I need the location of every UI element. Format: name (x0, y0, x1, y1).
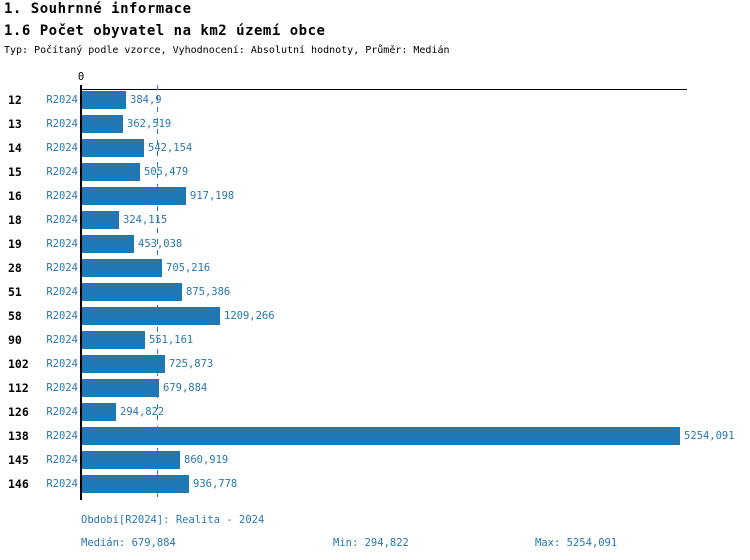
chart-row: 112 R2024 679,884 (0, 379, 750, 397)
bar (82, 235, 134, 253)
bar-value-label: 936,778 (193, 478, 238, 490)
chart-row: 58 R2024 1209,266 (0, 307, 750, 325)
row-category-label: 12 (8, 93, 22, 107)
bar-value-label: 5254,091 (684, 430, 735, 442)
row-series-label: R2024 (46, 454, 78, 466)
row-category-label: 112 (8, 381, 29, 395)
bar-value-label: 551,161 (149, 334, 194, 346)
chart-row: 28 R2024 705,216 (0, 259, 750, 277)
bar (82, 475, 189, 493)
row-series-label: R2024 (46, 382, 78, 394)
bar-value-label: 725,873 (169, 358, 214, 370)
chart-meta-line: Typ: Počítaný podle vzorce, Vyhodnocení:… (4, 45, 450, 56)
row-category-label: 14 (8, 141, 22, 155)
row-series-label: R2024 (46, 286, 78, 298)
chart-row: 145 R2024 860,919 (0, 451, 750, 469)
y-axis-line (80, 85, 82, 500)
chart-row: 16 R2024 917,198 (0, 187, 750, 205)
bar (82, 115, 123, 133)
bar (82, 259, 162, 277)
row-category-label: 28 (8, 261, 22, 275)
row-series-label: R2024 (46, 94, 78, 106)
chart-row: 51 R2024 875,386 (0, 283, 750, 301)
bar-value-label: 917,198 (190, 190, 235, 202)
chart-row: 14 R2024 542,154 (0, 139, 750, 157)
row-category-label: 18 (8, 213, 22, 227)
chart-row: 12 R2024 384,9 (0, 91, 750, 109)
row-category-label: 15 (8, 165, 22, 179)
row-series-label: R2024 (46, 310, 78, 322)
bar (82, 283, 182, 301)
row-series-label: R2024 (46, 406, 78, 418)
row-series-label: R2024 (46, 238, 78, 250)
row-category-label: 13 (8, 117, 22, 131)
bar (82, 379, 159, 397)
bar-value-label: 1209,266 (224, 310, 275, 322)
row-series-label: R2024 (46, 190, 78, 202)
row-series-label: R2024 (46, 118, 78, 130)
bar-value-label: 875,386 (186, 286, 231, 298)
row-series-label: R2024 (46, 358, 78, 370)
chart-title: 1.6 Počet obyvatel na km2 území obce (4, 23, 326, 39)
bar-value-label: 384,9 (130, 94, 162, 106)
min-stat-label: Min: 294,822 (333, 537, 409, 549)
bar-value-label: 453,038 (138, 238, 183, 250)
row-category-label: 102 (8, 357, 29, 371)
row-series-label: R2024 (46, 430, 78, 442)
bar (82, 307, 220, 325)
chart-row: 126 R2024 294,822 (0, 403, 750, 421)
bar (82, 355, 165, 373)
row-category-label: 58 (8, 309, 22, 323)
row-category-label: 146 (8, 477, 29, 491)
bar (82, 187, 186, 205)
chart-row: 18 R2024 324,115 (0, 211, 750, 229)
period-label: Období[R2024]: Realita - 2024 (81, 514, 265, 526)
bar (82, 139, 144, 157)
bar-value-label: 679,884 (163, 382, 208, 394)
bar (82, 331, 145, 349)
row-series-label: R2024 (46, 262, 78, 274)
bar (82, 427, 680, 445)
bar-value-label: 705,216 (166, 262, 211, 274)
chart-row: 102 R2024 725,873 (0, 355, 750, 373)
row-series-label: R2024 (46, 334, 78, 346)
row-series-label: R2024 (46, 214, 78, 226)
chart-row: 15 R2024 505,479 (0, 163, 750, 181)
row-category-label: 16 (8, 189, 22, 203)
bar-value-label: 542,154 (148, 142, 193, 154)
bar-value-label: 362,519 (127, 118, 172, 130)
max-stat-label: Max: 5254,091 (535, 537, 618, 549)
chart-row: 90 R2024 551,161 (0, 331, 750, 349)
bar-value-label: 505,479 (144, 166, 189, 178)
x-axis-line (81, 89, 687, 90)
bar (82, 451, 180, 469)
row-category-label: 90 (8, 333, 22, 347)
chart-row: 146 R2024 936,778 (0, 475, 750, 493)
chart-row: 138 R2024 5254,091 (0, 427, 750, 445)
x-axis-zero-label: 0 (77, 71, 85, 83)
bar (82, 163, 140, 181)
row-series-label: R2024 (46, 142, 78, 154)
chart-row: 19 R2024 453,038 (0, 235, 750, 253)
row-category-label: 145 (8, 453, 29, 467)
bar (82, 91, 126, 109)
median-stat-label: Medián: 679,884 (81, 537, 176, 549)
row-category-label: 126 (8, 405, 29, 419)
bar (82, 211, 119, 229)
bar-value-label: 324,115 (123, 214, 168, 226)
bar (82, 403, 116, 421)
chart-row: 13 R2024 362,519 (0, 115, 750, 133)
report-title: 1. Souhrnné informace (4, 1, 192, 17)
row-category-label: 19 (8, 237, 22, 251)
bar-value-label: 860,919 (184, 454, 229, 466)
bar-value-label: 294,822 (120, 406, 165, 418)
row-category-label: 51 (8, 285, 22, 299)
row-series-label: R2024 (46, 478, 78, 490)
row-series-label: R2024 (46, 166, 78, 178)
row-category-label: 138 (8, 429, 29, 443)
